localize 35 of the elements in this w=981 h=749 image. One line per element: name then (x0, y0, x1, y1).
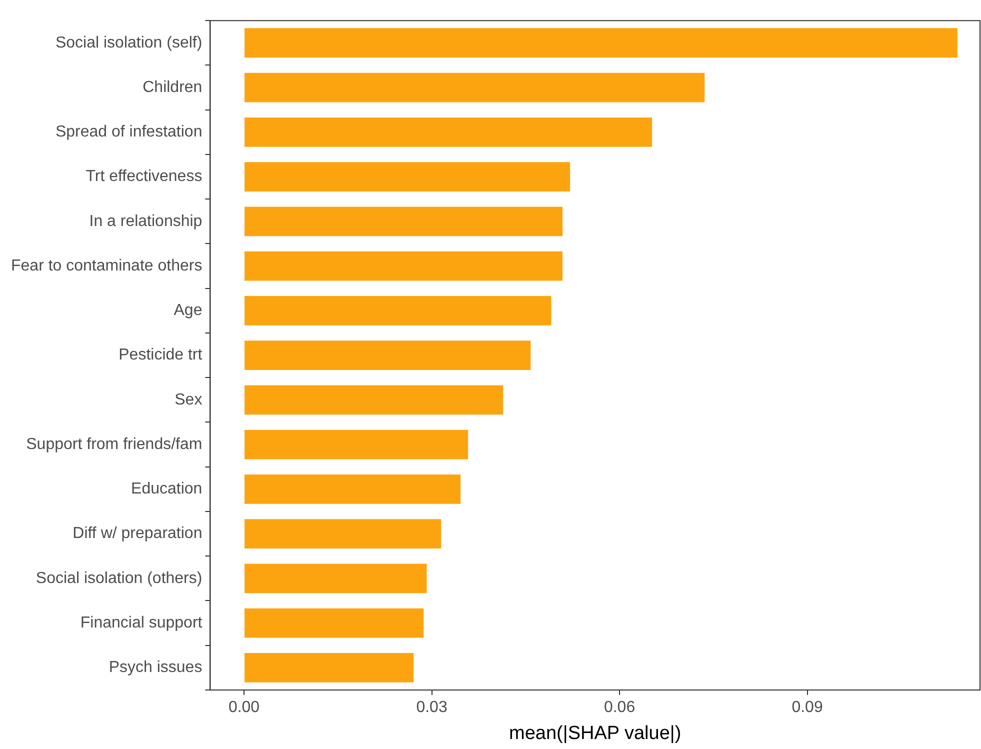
x-axis-title: mean(|SHAP value|) (509, 722, 682, 744)
bar (244, 385, 504, 415)
x-tick-label: 0.00 (228, 699, 260, 716)
bar (244, 564, 427, 594)
y-tick-label: In a relationship (89, 212, 202, 230)
y-tick-label: Support from friends/fam (26, 436, 202, 453)
y-tick-label: Social isolation (others) (36, 570, 202, 587)
y-tick-label: Fear to contaminate others (10, 257, 202, 274)
y-tick-label: Children (142, 78, 202, 96)
y-tick-label: Spread of infestation (55, 124, 202, 141)
y-tick-label: Pesticide trt (118, 346, 203, 364)
bar (244, 206, 563, 236)
y-tick-label: Sex (174, 391, 202, 408)
bar (244, 608, 424, 638)
y-tick-label: Education (131, 480, 202, 498)
bar (244, 296, 552, 326)
bar (244, 340, 531, 370)
x-tick-label: 0.09 (792, 699, 823, 716)
bar (244, 28, 958, 58)
bar (244, 474, 461, 504)
y-tick-label: Financial support (80, 614, 203, 632)
bar (244, 72, 705, 102)
bar (244, 251, 563, 281)
y-tick-label: Psych issues (108, 659, 202, 676)
bar (244, 162, 570, 192)
x-tick-label: 0.06 (604, 699, 636, 716)
x-tick-label: 0.03 (416, 699, 448, 716)
bar (244, 117, 652, 147)
bar (244, 652, 414, 682)
y-tick-label: Diff w/ preparation (72, 525, 202, 542)
y-tick-label: Trt effectiveness (86, 168, 202, 186)
y-tick-label: Social isolation (self) (55, 34, 202, 52)
bar (244, 519, 442, 549)
y-tick-label: Age (174, 302, 202, 320)
bar (244, 430, 468, 460)
